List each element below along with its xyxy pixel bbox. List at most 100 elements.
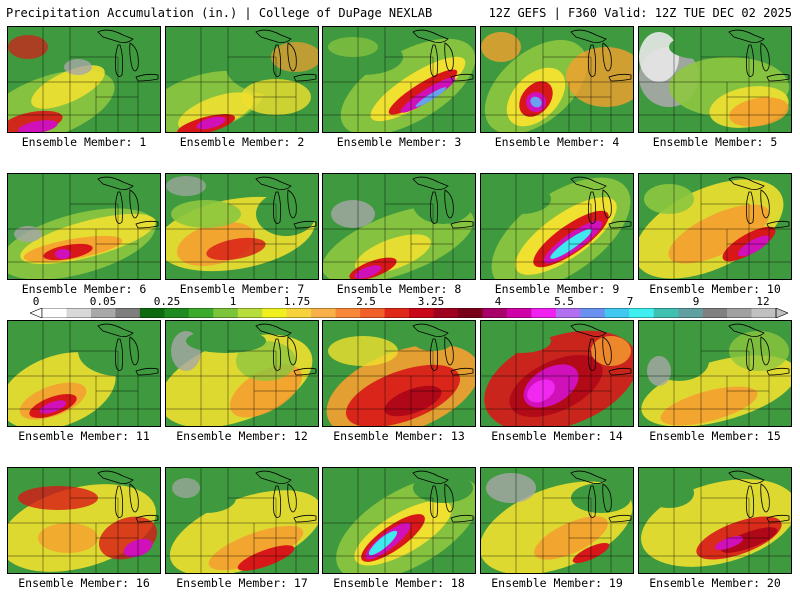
colorbar-tick-label: 3.25 [417,295,445,308]
colorbar-segment [653,308,679,318]
precip-contour [166,176,206,196]
colorbar-segment [213,308,239,318]
ensemble-member-label: Ensemble Member: 3 [336,135,462,149]
ensemble-member-label: Ensemble Member: 12 [176,429,308,443]
state-borders [323,468,475,573]
precip-contour [647,356,671,386]
colorbar-segment [164,308,190,318]
precip-map-2 [166,27,318,132]
ensemble-member-label: Ensemble Member: 1 [21,135,147,149]
state-borders [323,27,475,132]
precip-map-4 [481,27,633,132]
precip-contour [38,523,98,553]
ensemble-map-18 [322,467,476,574]
precip-contour [668,204,770,264]
colorbar-segment [90,308,116,318]
precip-map-12 [166,321,318,426]
colorbar-segment [286,308,312,318]
colorbar-segment [555,308,581,318]
state-borders [166,468,318,573]
ensemble-map-14 [480,320,634,427]
state-borders [166,321,318,426]
precip-contour [31,65,105,109]
ensemble-map-5 [638,26,792,133]
colorbar-segment [42,308,67,318]
precip-contour [328,37,378,57]
precip-contour [98,37,158,77]
ensemble-member-label: Ensemble Member: 17 [176,576,308,590]
colorbar-segment [311,308,336,318]
colorbar-outline [41,308,777,318]
colorbar-segment [457,308,483,318]
precip-contour [64,59,92,75]
precip-contour [413,473,473,503]
colorbar-segment [139,308,165,318]
precip-contour [8,35,48,59]
precip-contour [354,265,382,279]
colorbar-tick-label: 12 [756,295,770,308]
precip-map-13 [323,321,475,426]
colorbar-segment [262,308,287,318]
precip-map-17 [166,468,318,573]
ensemble-map-12 [165,320,319,427]
ensemble-member-label: Ensemble Member: 7 [179,282,305,296]
ensemble-map-13 [322,320,476,427]
colorbar-tick-label: 7 [626,295,634,308]
precip-contour [729,97,789,127]
state-borders [481,174,633,279]
ensemble-member-label: Ensemble Member: 19 [491,576,623,590]
precip-contour [196,116,226,130]
colorbar-segment [629,308,654,318]
precip-map-8 [323,174,475,279]
ensemble-map-10 [638,173,792,280]
colorbar-tick-label: 0.25 [153,295,181,308]
ensemble-map-11 [7,320,161,427]
precip-contour [660,386,758,426]
run-info: 12Z GEFS | F360 Valid: 12Z TUE DEC 02 20… [488,6,792,20]
ensemble-map-8 [322,173,476,280]
ensemble-map-7 [165,173,319,280]
colorbar-segment [66,308,92,318]
ensemble-map-2 [165,26,319,133]
precip-map-18 [323,468,475,573]
state-borders [639,27,791,132]
precip-contour [571,483,631,513]
precip-contour [237,545,295,571]
precip-map-1 [8,27,160,132]
state-borders [481,468,633,573]
ensemble-member-label: Ensemble Member: 13 [333,429,465,443]
precip-map-20 [639,468,791,573]
ensemble-member-label: Ensemble Member: 14 [491,429,623,443]
precip-contour [169,490,318,573]
state-borders [166,174,318,279]
colorbar-segment [115,308,141,318]
colorbar-segment [678,308,703,318]
colorbar-tick-label: 1.75 [283,295,311,308]
precip-map-19 [481,468,633,573]
precip-map-11 [8,321,160,426]
precip-map-9 [481,174,633,279]
precip-contour [208,525,304,571]
precip-contour [171,200,241,228]
colorbar-tick-label: 4 [494,295,502,308]
precip-contour [39,400,67,414]
ensemble-member-label: Ensemble Member: 11 [18,429,150,443]
ensemble-map-1 [7,26,161,133]
ensemble-map-17 [165,467,319,574]
colorbar-tick-label: 0 [32,295,40,308]
precip-contour [481,32,521,62]
precip-contour [644,184,694,214]
ensemble-map-6 [7,173,161,280]
state-borders [8,174,160,279]
colorbar-segment [580,308,606,318]
precip-contour [55,249,71,259]
state-borders [639,321,791,426]
precip-contour [491,329,551,353]
colorbar-tick-label: 5.5 [554,295,574,308]
ensemble-map-4 [480,26,634,133]
colorbar-segment [727,308,752,318]
ensemble-member-label: Ensemble Member: 2 [179,135,305,149]
ensemble-member-label: Ensemble Member: 8 [336,282,462,296]
precip-contour [527,379,555,403]
ensemble-member-label: Ensemble Member: 16 [18,576,150,590]
